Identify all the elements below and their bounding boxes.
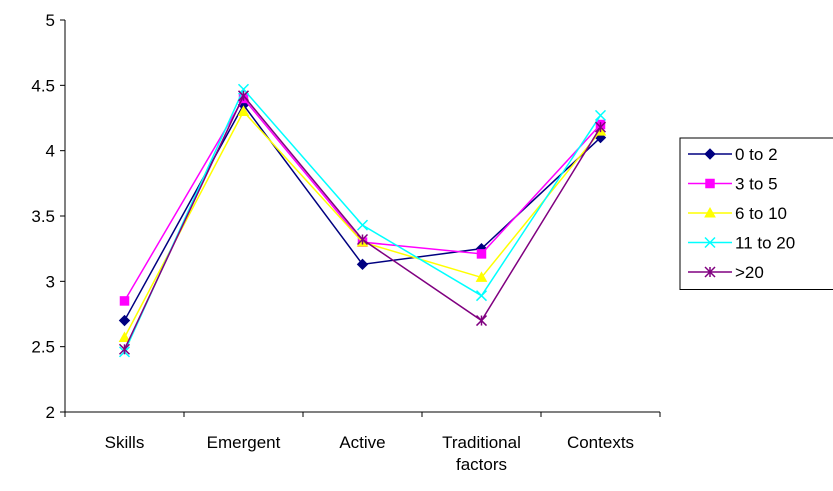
legend-item: 6 to 10 (688, 204, 787, 223)
x-category-label: Traditional (442, 433, 521, 452)
x-category-label: Contexts (567, 433, 634, 452)
x-category-label: factors (456, 455, 507, 474)
series-line (123, 97, 602, 302)
data-point (356, 233, 369, 246)
data-point (119, 296, 130, 306)
y-tick-label: 3 (46, 272, 55, 291)
legend-label: 3 to 5 (735, 175, 778, 194)
x-category-label: Active (339, 433, 385, 452)
data-point (476, 249, 487, 259)
legend-item: 3 to 5 (688, 175, 778, 194)
legend: 0 to 2 3 to 5 6 to 10 11 to 20 >20 (679, 137, 833, 290)
series-4 (118, 90, 607, 355)
data-point (594, 121, 607, 133)
data-point (118, 343, 131, 355)
y-tick-label: 2.5 (31, 338, 55, 357)
legend-label: >20 (735, 263, 764, 282)
y-tick-label: 4 (46, 142, 55, 161)
data-point (475, 290, 488, 302)
x-axis: Skills Emergent Active Traditional factors Co… (64, 411, 661, 474)
legend-item: 11 to 20 (688, 234, 795, 253)
legend-marker (704, 206, 716, 218)
legend-label: 11 to 20 (735, 234, 795, 253)
series-line (123, 103, 602, 321)
data-point (118, 331, 131, 343)
series-layer (118, 83, 607, 358)
legend-item: 0 to 2 (688, 145, 778, 164)
legend-marker (704, 236, 716, 249)
data-point (356, 258, 369, 271)
legend-marker (704, 266, 716, 278)
y-tick-label: 2 (46, 403, 55, 422)
legend-marker (705, 178, 715, 189)
series-0 (118, 99, 607, 327)
legend-label: 0 to 2 (735, 145, 778, 164)
y-tick-label: 3.5 (31, 207, 55, 226)
data-point (594, 109, 607, 121)
y-axis: 2 2.5 3 3.5 4 4.5 5 (31, 11, 66, 422)
series-2 (118, 105, 607, 343)
data-point (237, 105, 250, 116)
data-point (356, 219, 369, 231)
series-3 (118, 83, 607, 358)
data-point (237, 90, 250, 102)
legend-label: 6 to 10 (735, 204, 787, 223)
x-category-label: Emergent (207, 433, 281, 452)
data-point (475, 315, 488, 327)
data-point (475, 271, 488, 282)
x-category-label: Skills (105, 433, 145, 452)
series-line (123, 87, 602, 353)
y-tick-label: 4.5 (31, 76, 55, 95)
legend-item: >20 (688, 263, 764, 282)
y-tick-label: 5 (46, 11, 55, 30)
legend-marker (704, 148, 716, 160)
data-point (118, 314, 131, 327)
